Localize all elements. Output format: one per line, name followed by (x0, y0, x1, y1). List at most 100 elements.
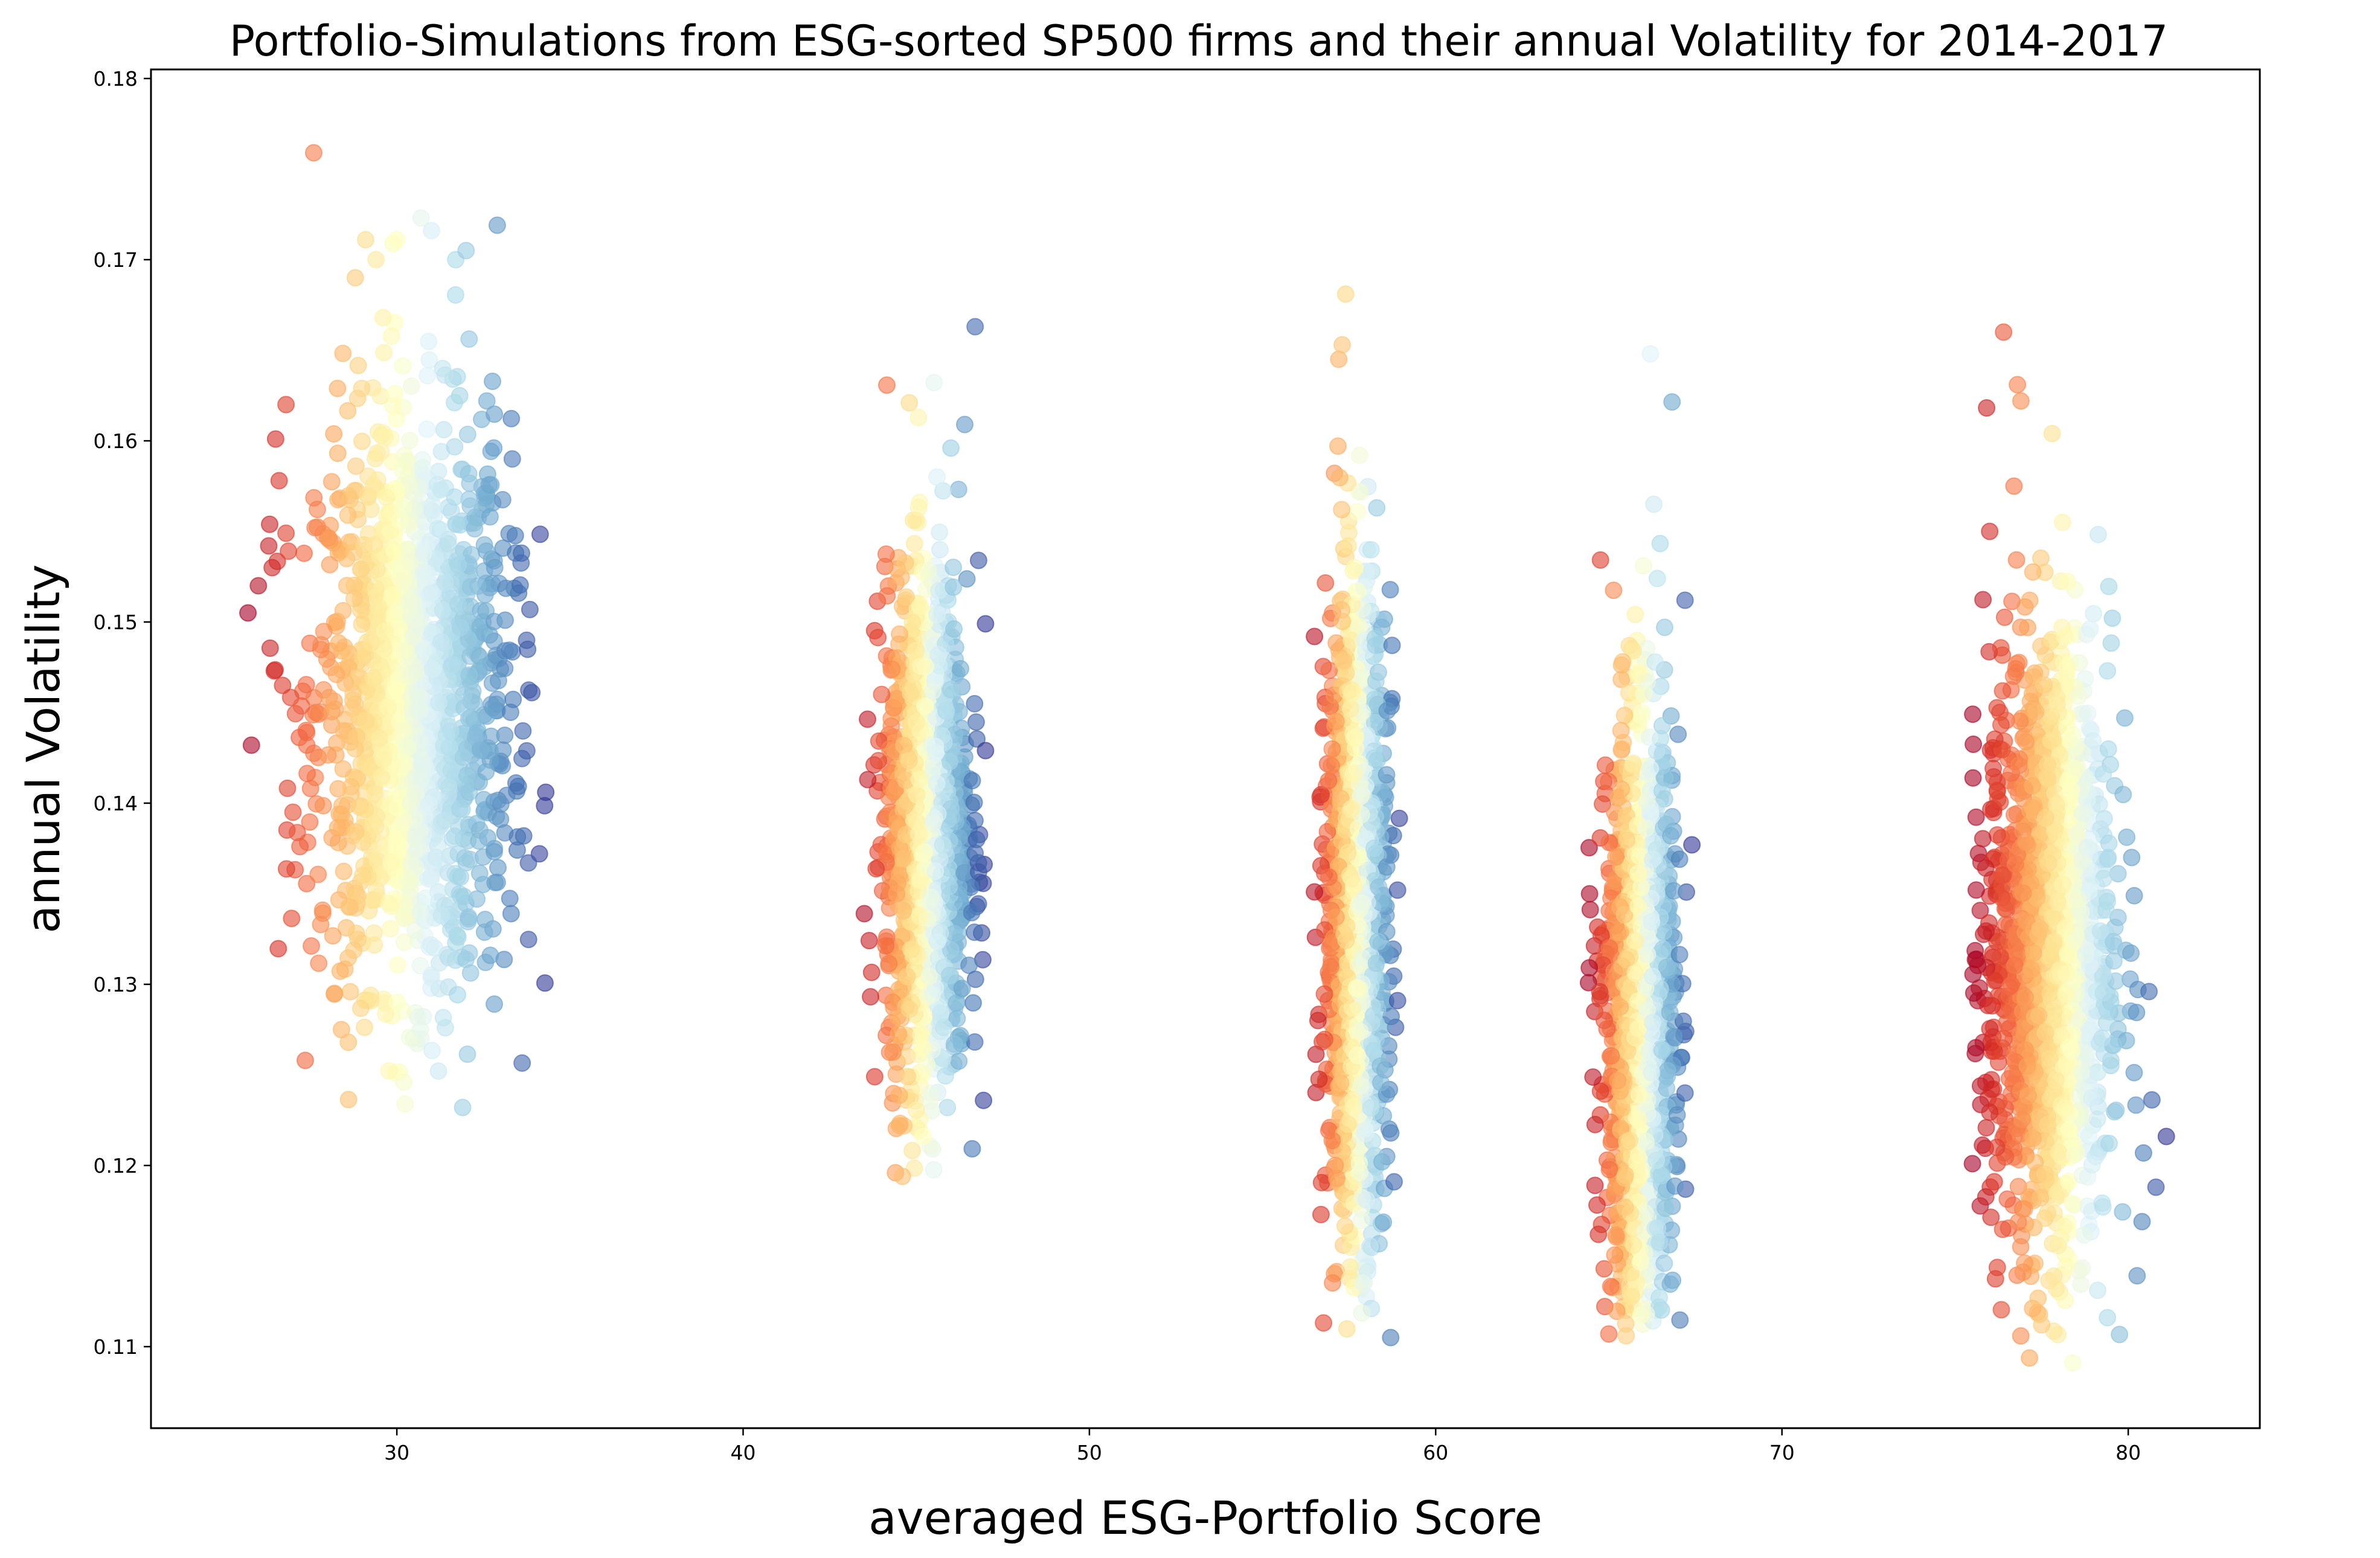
data-point (353, 379, 371, 397)
data-point (922, 888, 940, 906)
data-point (382, 327, 400, 345)
data-point (470, 864, 489, 882)
data-point (1342, 700, 1359, 718)
data-point (1671, 1311, 1689, 1329)
data-point (420, 795, 438, 813)
data-point (500, 525, 518, 543)
data-point (449, 595, 467, 614)
data-point (1651, 534, 1669, 553)
data-point (484, 373, 501, 390)
data-point (1327, 908, 1345, 926)
data-point (344, 684, 362, 702)
data-point (452, 618, 469, 636)
data-point (966, 923, 984, 941)
data-point (894, 902, 913, 920)
data-point (899, 1068, 917, 1086)
data-point (1323, 757, 1341, 775)
data-point (444, 655, 462, 673)
data-point (348, 728, 366, 746)
data-point (423, 584, 441, 602)
data-point (1349, 1047, 1366, 1065)
data-point (919, 562, 937, 580)
data-point (878, 376, 896, 394)
data-point (1324, 1274, 1341, 1292)
data-point (1390, 809, 1408, 827)
data-point (480, 476, 498, 494)
data-point (1332, 1074, 1350, 1092)
data-point (353, 867, 371, 885)
data-point (932, 1004, 949, 1022)
data-point (489, 859, 507, 877)
data-point (376, 622, 394, 640)
data-point (394, 556, 412, 574)
data-point (916, 843, 934, 861)
data-point (310, 954, 328, 972)
data-point (862, 988, 879, 1006)
data-point (531, 525, 549, 543)
data-point (890, 1117, 908, 1135)
data-point (931, 540, 949, 559)
data-point (877, 545, 895, 563)
data-point (890, 1086, 908, 1104)
data-point (475, 536, 493, 554)
data-point (890, 1025, 908, 1043)
data-point (440, 949, 458, 967)
data-point (508, 841, 526, 859)
data-point (292, 697, 310, 715)
data-point (925, 1161, 943, 1179)
data-point (1315, 1314, 1333, 1332)
data-point (370, 729, 388, 748)
data-point (1344, 684, 1361, 702)
data-point (278, 779, 297, 797)
data-point (298, 765, 316, 783)
data-point (1316, 1030, 1333, 1048)
data-point (900, 752, 918, 769)
data-point (486, 874, 504, 891)
data-point (325, 692, 343, 710)
data-point (451, 800, 469, 818)
data-point (894, 850, 912, 868)
data-point (859, 710, 876, 728)
data-point (472, 741, 489, 759)
data-point (394, 571, 412, 589)
data-point (456, 849, 474, 867)
data-point (460, 490, 478, 508)
data-point (413, 756, 431, 774)
data-point (909, 499, 928, 517)
data-point (945, 578, 963, 596)
data-point (449, 986, 467, 1004)
data-point (862, 963, 880, 981)
data-point (937, 701, 955, 719)
data-point (1350, 1155, 1368, 1172)
data-point (940, 966, 958, 984)
data-point (1353, 1304, 1371, 1322)
data-point (1612, 741, 1631, 759)
data-point (963, 772, 981, 790)
data-point (277, 860, 295, 878)
data-point (967, 713, 985, 731)
data-point (301, 780, 319, 798)
data-point (458, 1045, 476, 1063)
data-point (1330, 469, 1349, 487)
data-point (305, 489, 323, 507)
data-point (484, 699, 502, 717)
data-point (261, 515, 278, 533)
data-point (470, 821, 489, 839)
data-point (888, 885, 906, 903)
data-point (436, 366, 454, 384)
data-point (486, 843, 503, 861)
data-point (908, 713, 925, 731)
data-point (938, 1098, 957, 1117)
data-point (519, 931, 537, 949)
data-point (431, 521, 449, 539)
data-point (455, 888, 473, 906)
data-point (388, 834, 406, 852)
data-point (903, 1141, 922, 1159)
data-point (321, 556, 339, 574)
data-point (395, 933, 413, 951)
data-point (966, 844, 984, 862)
data-point (341, 898, 359, 916)
data-point (379, 699, 397, 717)
data-point (430, 694, 447, 711)
data-point (945, 559, 963, 576)
